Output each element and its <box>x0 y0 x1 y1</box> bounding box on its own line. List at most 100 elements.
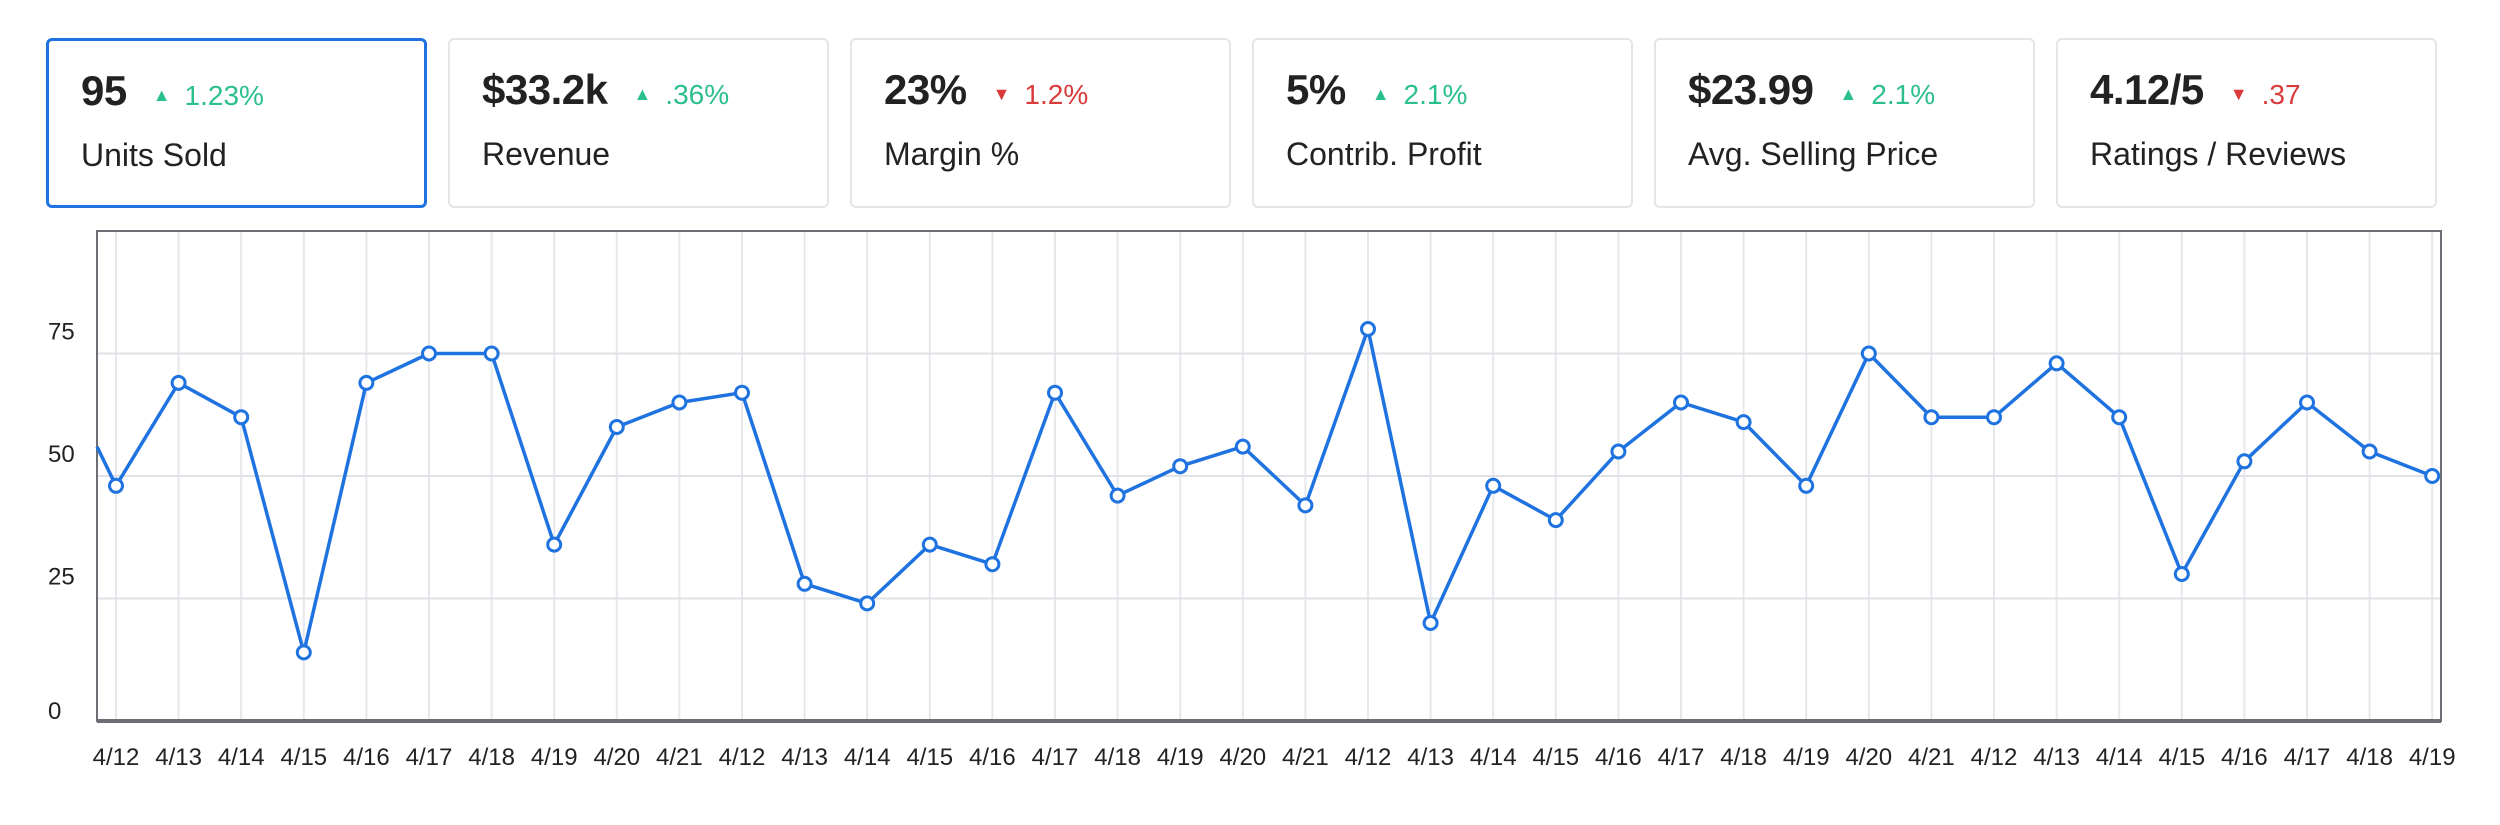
x-tick-label: 4/19 <box>1783 744 1830 771</box>
x-tick-label: 4/19 <box>1157 744 1204 771</box>
x-tick-label: 4/17 <box>2284 744 2331 771</box>
kpi-delta-value: 1.2% <box>1024 79 1089 110</box>
data-point <box>1047 384 1063 401</box>
x-tick-label: 4/19 <box>531 744 578 771</box>
kpi-delta-value: .36% <box>665 79 730 110</box>
y-tick-label: 0 <box>48 698 61 725</box>
kpi-card-revenue[interactable]: $33.2k ▲ .36% Revenue <box>448 38 829 208</box>
data-point <box>2299 394 2315 411</box>
data-point <box>921 536 938 553</box>
data-point <box>1610 443 1627 460</box>
x-tick-label: 4/17 <box>1658 744 1705 771</box>
x-tick-label: 4/16 <box>969 744 1016 771</box>
data-point <box>358 374 375 391</box>
kpi-value: 4.12/5 <box>2090 66 2204 113</box>
x-tick-label: 4/19 <box>2409 744 2456 771</box>
x-tick-label: 4/15 <box>1532 744 1579 771</box>
series-line <box>95 327 2433 655</box>
data-point <box>1172 458 1189 475</box>
kpi-value-row: $23.99 ▲ 2.1% <box>1688 66 1935 114</box>
x-tick-label: 4/16 <box>343 744 390 771</box>
kpi-value-row: 5% ▲ 2.1% <box>1286 66 1467 114</box>
kpi-value: $33.2k <box>482 66 608 113</box>
kpi-value: $23.99 <box>1688 66 1814 113</box>
kpi-card-contrib-profit[interactable]: 5% ▲ 2.1% Contrib. Profit <box>1252 38 1633 208</box>
x-tick-label: 4/12 <box>93 744 140 771</box>
x-tick-label: 4/17 <box>1032 744 1079 771</box>
plot-frame <box>96 230 2442 722</box>
kpi-delta: ▲ .36% <box>633 79 729 111</box>
data-point <box>1234 438 1251 455</box>
triangle-down-icon: ▼ <box>2229 84 2248 104</box>
x-tick-label: 4/12 <box>1971 744 2018 771</box>
kpi-value-row: 95 ▲ 1.23% <box>81 67 264 115</box>
x-tick-label: 4/14 <box>218 744 265 771</box>
data-point <box>483 345 500 362</box>
data-point <box>859 595 876 612</box>
data-point <box>2173 566 2190 582</box>
x-tick-label: 4/13 <box>1407 744 1454 771</box>
data-point <box>233 409 250 426</box>
triangle-up-icon: ▲ <box>1839 84 1858 104</box>
kpi-delta: ▲ 1.23% <box>153 80 264 112</box>
x-tick-label: 4/15 <box>2158 744 2205 771</box>
data-point <box>1735 414 1752 431</box>
data-point <box>2111 409 2128 426</box>
x-tick-label: 4/16 <box>2221 744 2268 771</box>
data-point <box>2424 468 2441 484</box>
kpi-label: Revenue <box>482 136 611 172</box>
x-tick-label: 4/18 <box>1720 744 1767 771</box>
data-point <box>2236 453 2253 470</box>
x-tick-label: 4/21 <box>1908 744 1955 771</box>
kpi-delta-value: .37 <box>2261 79 2301 110</box>
x-tick-label: 4/21 <box>1282 744 1329 771</box>
kpi-card-ratings-reviews[interactable]: 4.12/5 ▼ .37 Ratings / Reviews <box>2056 38 2437 208</box>
kpi-label: Ratings / Reviews <box>2090 136 2347 172</box>
data-point <box>1109 487 1126 504</box>
x-tick-label: 4/15 <box>906 744 953 771</box>
data-point <box>984 556 1001 573</box>
data-point <box>1297 497 1314 514</box>
kpi-card-units-sold[interactable]: 95 ▲ 1.23% Units Sold <box>46 38 427 208</box>
y-tick-label: 75 <box>48 319 75 346</box>
x-tick-label: 4/17 <box>406 744 453 771</box>
x-tick-label: 4/21 <box>656 744 703 771</box>
x-tick-label: 4/12 <box>719 744 766 771</box>
data-point <box>2048 355 2065 372</box>
kpi-value: 5% <box>1286 66 1346 113</box>
kpi-card-margin[interactable]: 23% ▼ 1.2% Margin % <box>850 38 1231 208</box>
y-tick-label: 25 <box>48 564 75 591</box>
triangle-up-icon: ▲ <box>633 84 652 104</box>
x-tick-label: 4/20 <box>1219 744 1266 771</box>
x-tick-label: 4/18 <box>2346 744 2393 771</box>
data-point <box>1360 321 1376 337</box>
kpi-value: 95 <box>81 67 127 114</box>
data-point <box>608 419 625 435</box>
x-tick-label: 4/15 <box>280 744 327 771</box>
data-point <box>1485 477 1502 494</box>
x-tick-label: 4/18 <box>468 744 515 771</box>
kpi-value-row: 4.12/5 ▼ .37 <box>2090 66 2301 114</box>
data-point <box>1673 394 1689 411</box>
kpi-value-row: $33.2k ▲ .36% <box>482 66 729 114</box>
kpi-delta-value: 2.1% <box>1871 79 1936 110</box>
x-tick-label: 4/12 <box>1345 744 1392 771</box>
kpi-label: Units Sold <box>81 137 227 173</box>
data-point <box>796 575 813 592</box>
data-point <box>1860 345 1877 362</box>
kpi-delta: ▲ 2.1% <box>1372 79 1468 111</box>
kpi-card-avg-selling-price[interactable]: $23.99 ▲ 2.1% Avg. Selling Price <box>1654 38 2035 208</box>
x-tick-label: 4/14 <box>2096 744 2143 771</box>
kpi-label: Contrib. Profit <box>1286 136 1482 172</box>
data-point <box>1923 409 1940 426</box>
kpi-value: 23% <box>884 66 967 113</box>
kpi-delta: ▼ 1.2% <box>993 79 1089 111</box>
kpi-value-row: 23% ▼ 1.2% <box>884 66 1088 114</box>
x-tick-label: 4/18 <box>1094 744 1141 771</box>
data-point <box>1986 409 2002 426</box>
x-tick-label: 4/20 <box>1845 744 1892 771</box>
y-tick-label: 50 <box>48 441 75 468</box>
x-tick-label: 4/13 <box>2033 744 2080 771</box>
data-point <box>1547 512 1564 529</box>
kpi-label: Avg. Selling Price <box>1688 136 1939 172</box>
